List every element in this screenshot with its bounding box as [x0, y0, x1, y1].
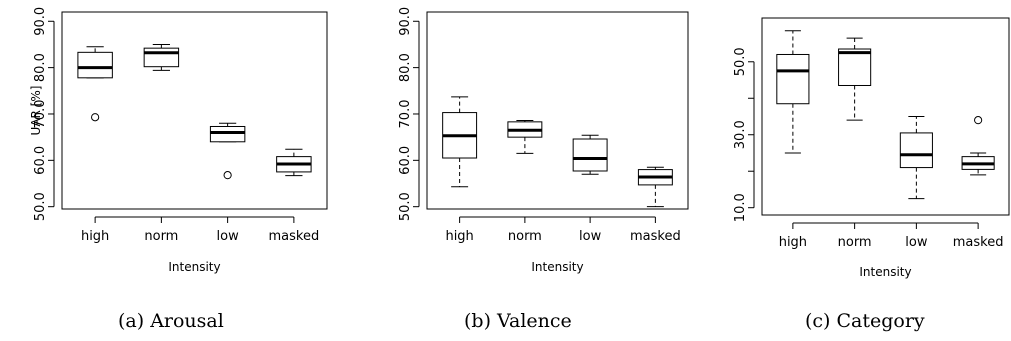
box-low	[572, 134, 608, 175]
box-low	[209, 122, 246, 180]
y-tick-label: 70.0	[398, 99, 413, 128]
box-masked	[276, 148, 312, 177]
x-tick-label: norm	[838, 235, 872, 250]
x-tick-label: high	[779, 235, 807, 250]
y-tick-label: 90.0	[33, 7, 48, 36]
box-iqr	[838, 48, 872, 86]
x-tick-label: norm	[508, 229, 542, 244]
y-tick-label: 80.0	[398, 53, 413, 82]
box-high	[776, 30, 810, 154]
x-tick-label: norm	[144, 229, 178, 244]
y-tick-label: 50.0	[33, 192, 48, 221]
outlier-point	[974, 116, 983, 125]
y-axis-label: UAR [%]	[29, 86, 43, 136]
box-masked	[637, 166, 673, 208]
y-tick-label: 90.0	[398, 7, 413, 36]
plot-frame	[761, 17, 1010, 216]
box-low	[899, 116, 933, 200]
chart-panel-2: 50.0 60.0 70.0 80.0 90.0 high norm low masked Int…	[398, 7, 689, 274]
y-tick-label: 10.0	[733, 193, 748, 222]
box-iqr	[899, 132, 933, 169]
y-tick-label: 30.0	[733, 120, 748, 149]
x-tick-label: masked	[269, 229, 320, 244]
y-tick-label: 80.0	[33, 53, 48, 82]
y-tick-label: 50.0	[733, 47, 748, 76]
box-high	[77, 46, 113, 122]
x-tick-label: high	[445, 229, 473, 244]
chart-panel-3: 10.0 30.0 50.0 high norm low masked Intensity	[733, 17, 1010, 279]
y-tick-label: 60.0	[398, 146, 413, 175]
x-tick-label: low	[905, 235, 928, 250]
y-tick-label: 70.0	[33, 99, 48, 128]
x-tick-label: low	[579, 229, 602, 244]
box-norm	[838, 37, 872, 121]
x-tick-label: masked	[953, 235, 1004, 250]
plot-frame	[426, 11, 689, 210]
box-iqr	[77, 51, 113, 79]
x-axis-label: Intensity	[168, 260, 220, 274]
box-iqr	[209, 125, 246, 143]
box-iqr	[572, 138, 608, 172]
box-iqr	[776, 53, 810, 105]
plot-frame	[61, 11, 328, 210]
y-tick-label: 60.0	[33, 146, 48, 175]
box-norm	[143, 43, 180, 71]
x-axis-label: Intensity	[859, 265, 911, 279]
caption-category: (c) Category	[805, 310, 925, 332]
x-tick-label: high	[81, 229, 109, 244]
box-iqr	[143, 47, 180, 68]
box-high	[442, 96, 478, 188]
caption-valence: (b) Valence	[464, 310, 572, 332]
y-tick-label: 50.0	[398, 192, 413, 221]
chart-panel-1: 50.0 60.0 70.0 80.0 90.0 high norm low masked Int…	[29, 7, 328, 274]
box-masked	[961, 116, 995, 176]
x-tick-label: low	[217, 229, 240, 244]
x-tick-label: masked	[630, 229, 681, 244]
outlier-point	[223, 171, 232, 180]
outlier-point	[91, 113, 100, 122]
caption-arousal: (a) Arousal	[118, 310, 224, 332]
box-norm	[507, 119, 543, 154]
x-axis-label: Intensity	[531, 260, 583, 274]
